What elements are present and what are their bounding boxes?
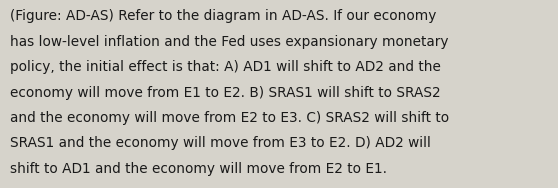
Text: economy will move from E1 to E2. B) SRAS1 will shift to SRAS2: economy will move from E1 to E2. B) SRAS…	[10, 86, 441, 99]
Text: shift to AD1 and the economy will move from E2 to E1.: shift to AD1 and the economy will move f…	[10, 162, 387, 176]
Text: has low-level inflation and the Fed uses expansionary monetary: has low-level inflation and the Fed uses…	[10, 35, 449, 49]
Text: policy, the initial effect is that: A) AD1 will shift to AD2 and the: policy, the initial effect is that: A) A…	[10, 60, 441, 74]
Text: and the economy will move from E2 to E3. C) SRAS2 will shift to: and the economy will move from E2 to E3.…	[10, 111, 449, 125]
Text: SRAS1 and the economy will move from E3 to E2. D) AD2 will: SRAS1 and the economy will move from E3 …	[10, 136, 431, 150]
Text: (Figure: AD-AS) Refer to the diagram in AD-AS. If our economy: (Figure: AD-AS) Refer to the diagram in …	[10, 9, 436, 23]
